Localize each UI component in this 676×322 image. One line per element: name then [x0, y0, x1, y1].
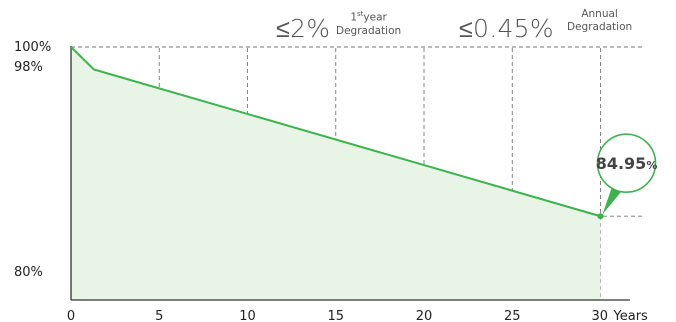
x-tick-label-10: 10 [239, 309, 256, 322]
y-tick-label-100: 100% [14, 40, 51, 55]
stat-first-year-value: ≤2% [276, 14, 331, 43]
x-tick-label-25: 25 [504, 309, 521, 322]
stat-annual-label: Annual Degradation [567, 8, 632, 34]
y-tick-label-98: 98% [14, 60, 43, 75]
callout-unit: % [646, 159, 657, 172]
stat-first-year-label-bottom: Degradation [336, 24, 402, 37]
stat-first-year-label-suffix: st [357, 10, 364, 18]
callout-value: 84.95 [596, 154, 647, 173]
stat-first-year-label-ordinal: 1 [350, 11, 358, 24]
y-tick-label-80: 80% [14, 265, 43, 280]
y-tick-labels: 100% 98% 80% [14, 40, 51, 280]
stat-annual: ≤0.45% Annual Degradation [459, 6, 659, 46]
stat-annual-label-bottom: Degradation [567, 21, 633, 33]
x-tick-label-30: 30 [592, 309, 609, 322]
x-unit-label: Years [613, 309, 649, 322]
stat-first-year-label-top: year [363, 11, 387, 24]
callout-text: 84.95% [596, 154, 658, 173]
x-tick-label-5: 5 [155, 309, 163, 322]
axes-layer [70, 46, 630, 301]
stat-annual-label-top: Annual [581, 8, 618, 20]
stat-first-year-label: 1styear Degradation [336, 8, 401, 38]
callout-pointer [602, 185, 623, 215]
x-tick-label-20: 20 [416, 309, 433, 322]
stat-first-year: ≤2% 1styear Degradation [276, 6, 436, 46]
callout: 84.95% [596, 133, 658, 220]
x-tick-labels: 0 5 10 15 20 25 30 Years [67, 309, 648, 322]
x-tick-label-15: 15 [327, 309, 344, 322]
area-fill [71, 47, 601, 300]
series-line [70, 46, 601, 218]
end-point-marker [597, 213, 604, 220]
callout-circle [596, 133, 657, 194]
x-tick-label-0: 0 [67, 309, 75, 322]
stat-annual-value: ≤0.45% [459, 14, 554, 43]
